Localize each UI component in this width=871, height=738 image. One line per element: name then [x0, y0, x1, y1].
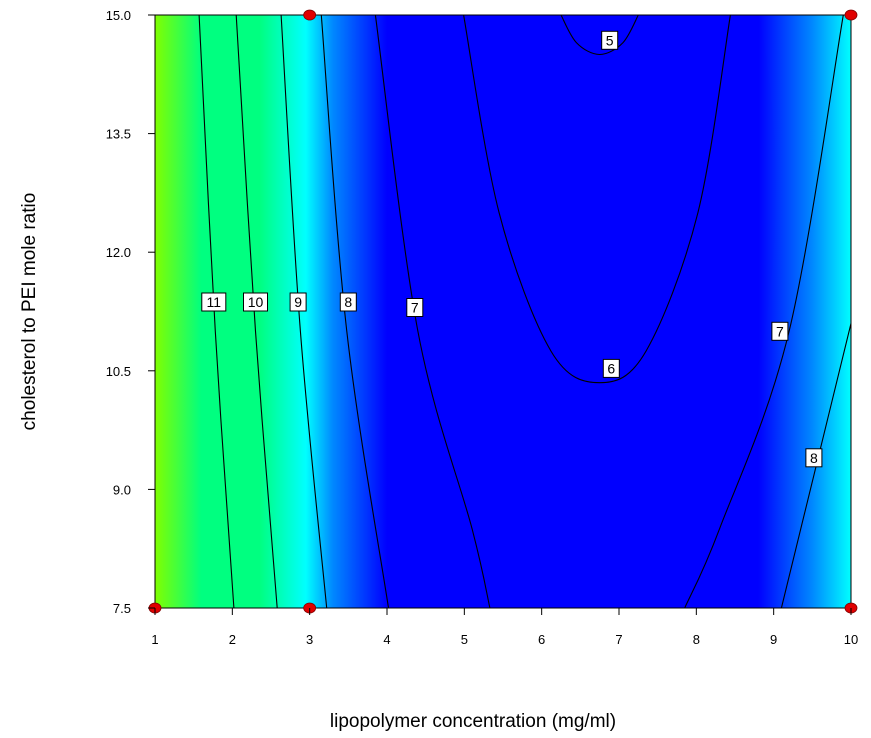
- contour-labels: 11 10 9 8 7 7 6 5 8: [201, 30, 823, 468]
- contour-label-box: [339, 292, 357, 312]
- contour-line-6: [463, 15, 731, 384]
- y-tick-label: 10.5: [106, 364, 131, 379]
- contour-line-9: [280, 15, 328, 608]
- contour-label-box: [771, 321, 789, 341]
- contour-label-5: 5: [601, 30, 619, 50]
- contour-label-text: 8: [344, 294, 352, 310]
- contour-line-7: [684, 15, 844, 608]
- contour-label-box: [601, 30, 619, 50]
- plot-frame: [154, 14, 852, 609]
- x-tick-label: 9: [770, 632, 777, 647]
- contour-label-text: 7: [776, 323, 784, 339]
- x-tick-label: 4: [383, 632, 390, 647]
- contour-label-box: [243, 292, 268, 312]
- plot-area: 11 10 9 8 7 7 6 5 8: [148, 9, 858, 614]
- y-tick-label: 7.5: [113, 601, 131, 616]
- contour-line-5: [560, 15, 639, 56]
- contour-label-8: 8: [339, 292, 357, 312]
- contour-label-7: 7: [406, 298, 424, 317]
- contour-label-box: [602, 358, 620, 378]
- contour-label-text: 11: [207, 294, 222, 310]
- contour-label-text: 7: [411, 300, 419, 316]
- y-tick-label: 15.0: [106, 8, 131, 23]
- contour-label-11: 11: [201, 292, 227, 312]
- contour-label-text: 5: [606, 32, 614, 48]
- contour-label-6: 6: [602, 358, 620, 378]
- contour-label-box: [201, 292, 227, 312]
- contour-label-text: 9: [294, 294, 302, 310]
- x-tick-label: 3: [306, 632, 313, 647]
- x-tick-label: 2: [229, 632, 236, 647]
- y-tick-label: 13.5: [106, 127, 131, 142]
- design-point: [844, 9, 858, 21]
- contour-line-11: [198, 15, 235, 608]
- y-axis-title: cholesterol to PEI mole ratio: [19, 193, 40, 431]
- x-tick-label: 5: [461, 632, 468, 647]
- contour-label-7: 7: [771, 321, 789, 341]
- y-tick-label: 12.0: [106, 245, 131, 260]
- x-tick-label: 7: [615, 632, 622, 647]
- contour-lines: [198, 15, 851, 608]
- contour-label-box: [406, 298, 424, 317]
- x-tick-label: 8: [693, 632, 700, 647]
- contour-line-8: [320, 15, 390, 608]
- x-axis: 1 2 3 4 5 6 7 8 9 10: [151, 608, 858, 647]
- y-tick-label: 9.0: [113, 482, 131, 497]
- y-axis: 7.5 9.0 10.5 12.0 13.5 15.0: [106, 8, 155, 616]
- contour-label-text: 8: [810, 450, 818, 466]
- contour-label-box: [289, 292, 307, 312]
- blue-region-overlay: [448, 15, 728, 545]
- x-axis-title: lipopolymer concentration (mg/ml): [330, 711, 616, 732]
- contour-label-text: 6: [607, 360, 615, 376]
- contour-label-text: 10: [248, 294, 264, 310]
- x-tick-label: 10: [844, 632, 858, 647]
- contour-line-10: [235, 15, 278, 608]
- contour-label-9: 9: [289, 292, 307, 312]
- x-tick-label: 1: [151, 632, 158, 647]
- contour-label-8: 8: [805, 448, 823, 468]
- contour-line-7: [374, 15, 491, 608]
- design-point: [303, 9, 317, 21]
- contour-label-10: 10: [243, 292, 268, 312]
- x-tick-label: 6: [538, 632, 545, 647]
- contour-label-box: [805, 448, 823, 468]
